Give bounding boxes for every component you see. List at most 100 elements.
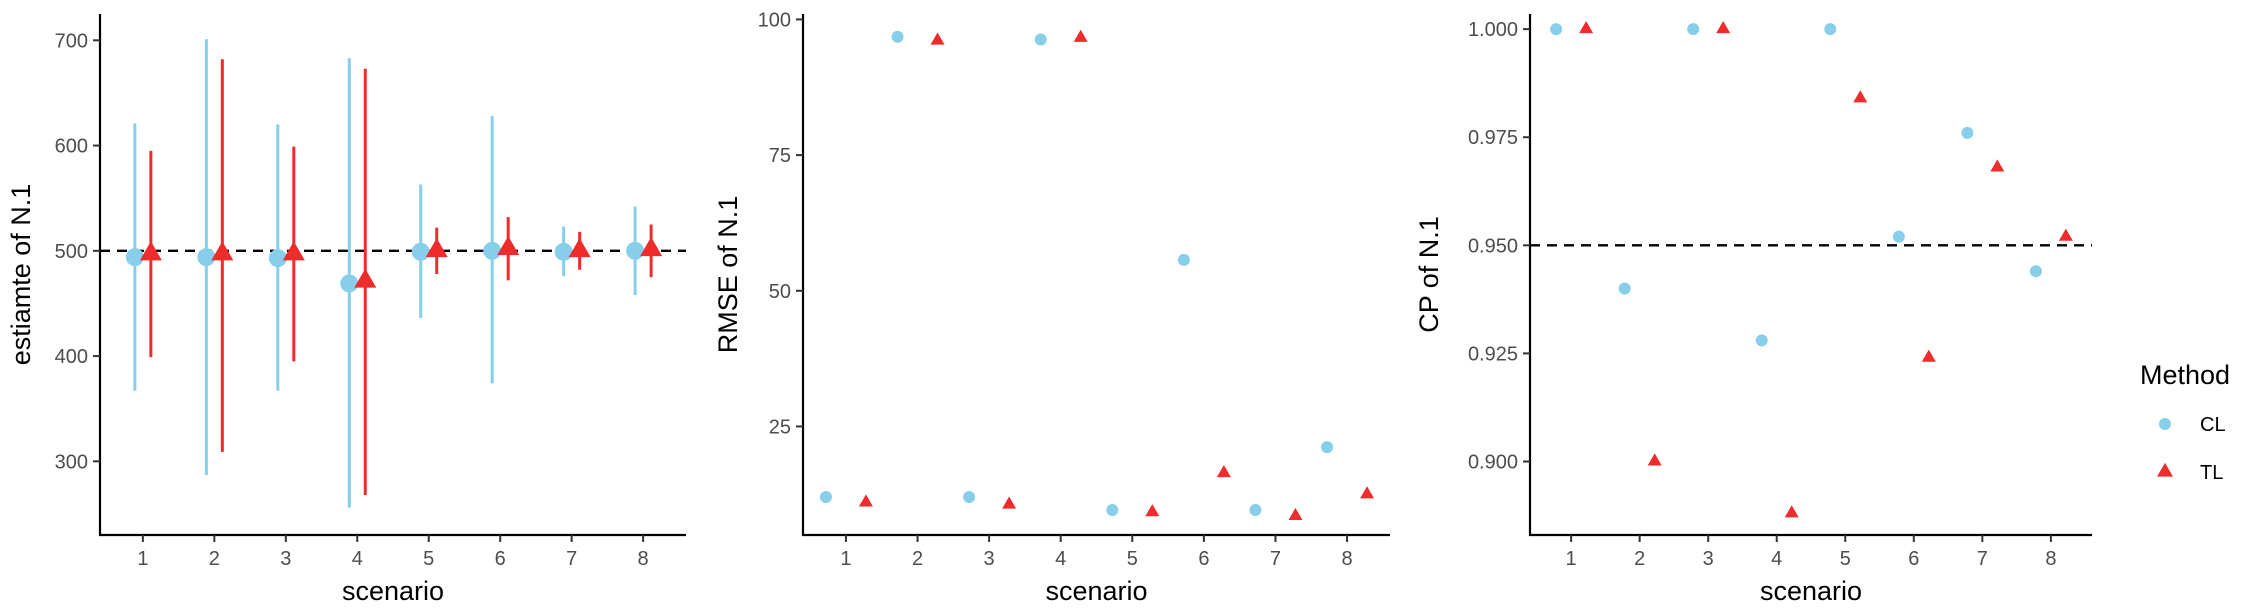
data-point xyxy=(125,248,144,267)
data-point xyxy=(354,268,377,288)
data-point xyxy=(211,241,234,261)
data-point xyxy=(411,242,430,261)
data-point xyxy=(2058,228,2073,241)
x-tick-label: 1 xyxy=(840,548,851,570)
data-point xyxy=(340,274,359,293)
x-tick-label: 2 xyxy=(1634,548,1645,570)
data-point xyxy=(1177,253,1190,266)
data-point xyxy=(858,494,873,507)
data-point xyxy=(891,30,904,43)
chart-panel-3: 1 2 3 4 5 6 7 8 0.900 0.925 0.950 0.975 1.000 scenari… xyxy=(1414,14,2092,606)
x-tick-label: 7 xyxy=(1270,548,1281,570)
data-point xyxy=(554,242,573,261)
x-tick-label: 8 xyxy=(2045,548,2056,570)
data-point xyxy=(425,238,448,258)
data-point xyxy=(1921,349,1936,362)
legend-label-tl: TL xyxy=(2200,462,2223,484)
legend: Method CL TL xyxy=(2140,360,2230,484)
data-point xyxy=(1249,504,1262,517)
data-point xyxy=(1288,507,1303,521)
x-tick-label: 5 xyxy=(1840,548,1851,570)
data-point xyxy=(930,32,945,45)
y-tick-label: 500 xyxy=(55,241,88,263)
legend-item-cl: CL xyxy=(2159,414,2226,436)
data-point xyxy=(1990,159,2005,172)
data-point xyxy=(963,491,976,504)
x-axis-title: scenario xyxy=(1760,576,1862,606)
series-cl xyxy=(819,30,1334,517)
y-tick-label: 400 xyxy=(55,346,88,368)
y-axis-title: estiamte of N.1 xyxy=(6,184,36,366)
data-point xyxy=(1618,282,1631,295)
chart-panels: 1 2 3 4 5 6 7 8 300 400 500 600 700 scenario estiamte … xyxy=(6,9,2092,606)
data-point xyxy=(1321,441,1334,454)
data-point xyxy=(268,249,287,268)
legend-label-cl: CL xyxy=(2200,414,2226,436)
data-point xyxy=(1034,33,1047,46)
data-point xyxy=(1579,21,1594,34)
y-axis-title: RMSE of N.1 xyxy=(713,196,743,354)
series-tl xyxy=(858,29,1375,521)
y-tick-label: 300 xyxy=(55,451,88,473)
data-point xyxy=(1853,90,1868,103)
data-point xyxy=(1360,486,1375,499)
x-tick-label: 5 xyxy=(423,548,434,570)
series-cl xyxy=(1550,23,2042,347)
data-point xyxy=(640,237,663,257)
data-point xyxy=(1550,23,1563,36)
x-axis-title: scenario xyxy=(1045,576,1147,606)
legend-key-triangle xyxy=(2157,462,2173,477)
y-tick-label: 0.925 xyxy=(1468,343,1518,365)
data-point xyxy=(1647,453,1662,466)
x-tick-label: 7 xyxy=(1977,548,1988,570)
chart-panel-2: 1 2 3 4 5 6 7 8 25 50 75 100 scenario RMSE of N.1 xyxy=(713,9,1390,606)
x-tick-label: 1 xyxy=(137,548,148,570)
series-tl xyxy=(139,59,663,496)
x-axis-title: scenario xyxy=(342,576,444,606)
y-tick-label: 0.950 xyxy=(1468,235,1518,257)
data-point xyxy=(497,236,520,256)
y-tick-label: 0.975 xyxy=(1468,127,1518,149)
data-point xyxy=(819,491,832,504)
y-tick-label: 50 xyxy=(769,281,791,303)
data-point xyxy=(139,241,162,261)
x-tick-label: 4 xyxy=(1771,548,1782,570)
x-tick-label: 4 xyxy=(1055,548,1066,570)
x-tick-label: 7 xyxy=(566,548,577,570)
y-tick-label: 0.900 xyxy=(1468,451,1518,473)
x-tick-label: 8 xyxy=(1341,548,1352,570)
x-tick-label: 8 xyxy=(638,548,649,570)
y-tick-label: 600 xyxy=(55,136,88,158)
data-point xyxy=(1824,23,1837,36)
data-point xyxy=(2029,265,2042,278)
x-tick-label: 2 xyxy=(912,548,923,570)
data-point xyxy=(568,238,591,258)
x-tick-label: 6 xyxy=(1908,548,1919,570)
x-tick-label: 1 xyxy=(1566,548,1577,570)
data-point xyxy=(282,241,305,261)
y-tick-label: 100 xyxy=(758,9,791,31)
legend-key-circle xyxy=(2159,418,2171,430)
data-point xyxy=(1784,505,1799,518)
y-tick-label: 1.000 xyxy=(1468,19,1518,41)
legend-item-tl: TL xyxy=(2157,462,2223,484)
data-point xyxy=(626,241,645,260)
x-tick-label: 6 xyxy=(1198,548,1209,570)
data-point xyxy=(483,241,502,260)
data-point xyxy=(1892,230,1905,243)
data-point xyxy=(1002,496,1017,509)
data-point xyxy=(1216,465,1231,478)
data-point xyxy=(1755,334,1768,347)
data-point xyxy=(1961,126,1974,139)
x-tick-label: 3 xyxy=(984,548,995,570)
series-cl xyxy=(125,39,645,508)
x-tick-label: 3 xyxy=(1703,548,1714,570)
x-tick-label: 5 xyxy=(1127,548,1138,570)
data-point xyxy=(1073,29,1088,42)
y-tick-label: 25 xyxy=(769,416,791,438)
chart-panel-1: 1 2 3 4 5 6 7 8 300 400 500 600 700 scenario estiamte … xyxy=(6,14,686,606)
x-tick-label: 2 xyxy=(209,548,220,570)
x-tick-label: 6 xyxy=(495,548,506,570)
x-tick-label: 3 xyxy=(280,548,291,570)
